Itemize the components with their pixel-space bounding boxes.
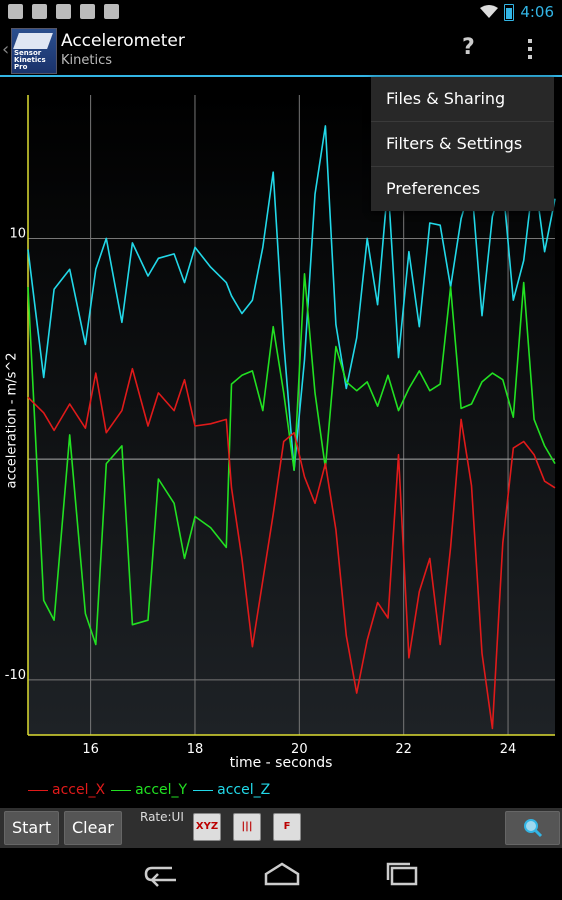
legend-label: accel_Y bbox=[135, 782, 188, 798]
app-logo-icon[interactable]: Sensor Kinetics Pro bbox=[11, 28, 57, 74]
x-tick-label: 20 bbox=[291, 742, 308, 757]
rate-label: Rate:UI bbox=[140, 810, 184, 824]
overflow-menu: Files & Sharing Filters & Settings Prefe… bbox=[371, 77, 554, 211]
start-button[interactable]: Start bbox=[4, 811, 60, 845]
legend-item-accel-z: accel_Z bbox=[193, 782, 270, 798]
menu-item-filters-settings[interactable]: Filters & Settings bbox=[371, 122, 554, 167]
download-icon bbox=[56, 4, 71, 19]
status-bar: 4:06 bbox=[0, 0, 562, 25]
y-tick-label: 10 bbox=[9, 226, 26, 241]
x-tick-label: 18 bbox=[187, 742, 204, 757]
series-line-accel-x bbox=[27, 367, 556, 730]
up-caret-icon[interactable]: ‹ bbox=[2, 39, 10, 60]
clear-button[interactable]: Clear bbox=[64, 811, 122, 845]
graph-settings-icon[interactable]: ||| bbox=[233, 813, 261, 841]
chart-legend: accel_X accel_Y accel_Z bbox=[28, 782, 270, 798]
action-bar: ‹ Sensor Kinetics Pro Accelerometer Kine… bbox=[0, 25, 562, 77]
legend-item-accel-y: accel_Y bbox=[111, 782, 187, 798]
home-icon[interactable] bbox=[262, 860, 302, 888]
menu-item-preferences[interactable]: Preferences bbox=[386, 179, 481, 198]
page-title: Accelerometer bbox=[61, 31, 185, 51]
bottom-toolbar: Start Clear Rate:UI XYZ ||| F bbox=[0, 808, 562, 848]
legend-label: accel_X bbox=[52, 782, 106, 798]
legend-item-accel-x: accel_X bbox=[28, 782, 105, 798]
page-subtitle: Kinetics bbox=[61, 53, 113, 68]
app-icon-text: Sensor Kinetics Pro bbox=[14, 49, 46, 71]
wifi-icon bbox=[480, 5, 499, 18]
battery-charging-icon bbox=[504, 3, 515, 21]
filter-icon[interactable]: F bbox=[273, 813, 301, 841]
axis-select-icon[interactable]: XYZ bbox=[193, 813, 221, 841]
magnifier-icon bbox=[524, 819, 543, 838]
navigation-bar bbox=[0, 848, 562, 900]
android-icon bbox=[104, 4, 119, 19]
y-tick-label: -10 bbox=[5, 668, 26, 683]
y-axis-label: acceleration - m/s^2 bbox=[4, 352, 20, 489]
zoom-button[interactable] bbox=[505, 811, 560, 845]
x-tick-label: 22 bbox=[395, 742, 412, 757]
help-button[interactable]: ? bbox=[462, 35, 475, 60]
status-time: 4:06 bbox=[520, 3, 554, 21]
legend-label: accel_Z bbox=[217, 782, 271, 798]
back-icon[interactable] bbox=[142, 860, 182, 888]
mail-icon bbox=[32, 4, 47, 19]
overflow-menu-icon[interactable] bbox=[528, 39, 534, 61]
x-tick-label: 24 bbox=[500, 742, 517, 757]
recent-apps-icon[interactable] bbox=[382, 860, 422, 888]
x-tick-label: 16 bbox=[82, 742, 99, 757]
series-line-accel-y bbox=[27, 273, 556, 646]
task-icon bbox=[80, 4, 95, 19]
notification-icon bbox=[8, 4, 23, 19]
x-axis-label: time - seconds bbox=[229, 755, 333, 771]
notification-icons bbox=[8, 4, 119, 19]
menu-item-files-sharing[interactable]: Files & Sharing bbox=[371, 77, 554, 122]
